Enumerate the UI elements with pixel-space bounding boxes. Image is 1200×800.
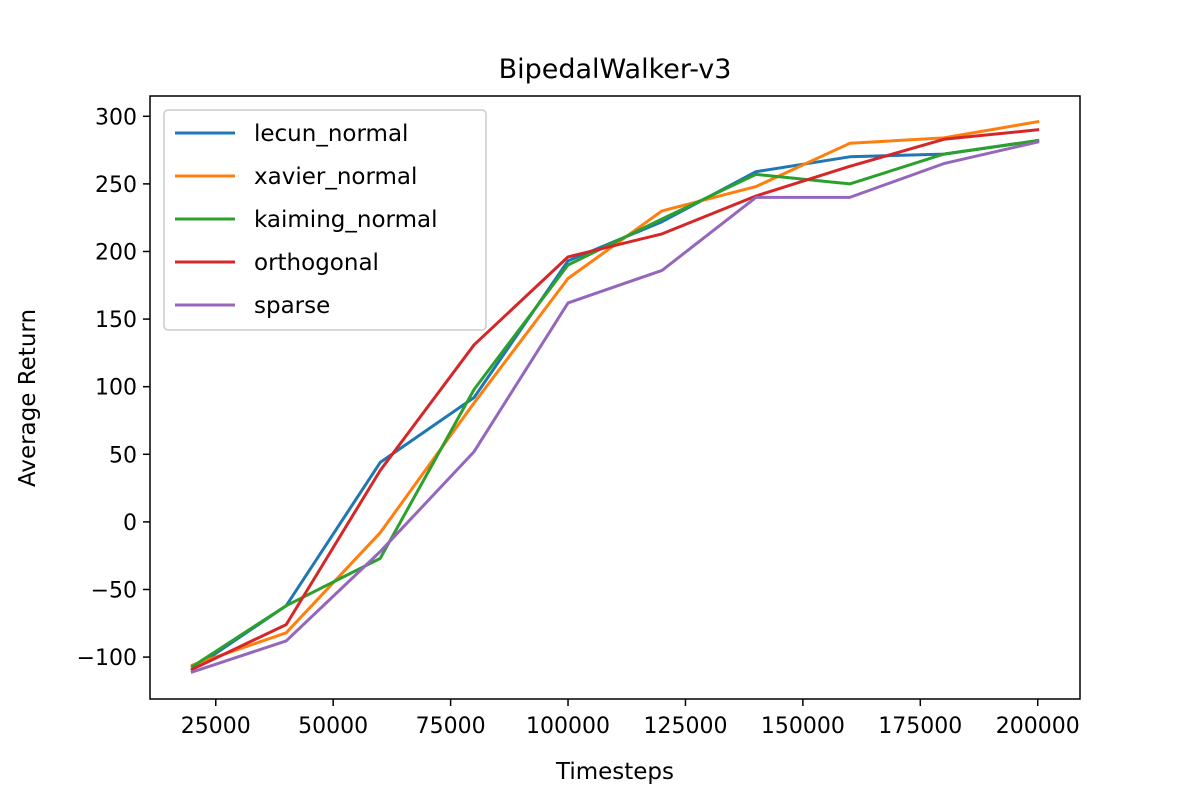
x-tick-label: 50000 <box>298 714 368 739</box>
y-tick-label: 50 <box>109 443 137 468</box>
x-tick-label: 100000 <box>526 714 610 739</box>
y-tick-label: 300 <box>95 105 137 130</box>
legend-label-xavier-normal: xavier_normal <box>254 164 417 190</box>
legend-frame <box>163 109 487 331</box>
legend: lecun_normal xavier_normal kaiming_normalo… <box>163 109 487 331</box>
y-tick-label: −50 <box>91 578 137 603</box>
x-tick-label: 25000 <box>181 714 251 739</box>
x-tick-label: 125000 <box>643 714 727 739</box>
series-line-sparse <box>190 140 1040 674</box>
x-tick-label: 75000 <box>416 714 486 739</box>
x-tick-label: 150000 <box>761 714 845 739</box>
series-line-orthogonal <box>190 128 1040 672</box>
y-tick-label: 150 <box>95 308 137 333</box>
y-tick-label: −100 <box>77 646 137 671</box>
y-tick-label: 250 <box>95 173 137 198</box>
legend-label-kaiming-normal: kaiming_normal <box>254 207 437 233</box>
legend-label-lecun-normal: lecun_normal <box>254 121 408 147</box>
x-axis-label: Timesteps <box>555 759 674 785</box>
y-axis-ticks: −100 −50 0 50 100 150 200 250 300 <box>77 105 150 671</box>
series-lines <box>190 119 1040 674</box>
y-tick-label: 200 <box>95 240 137 265</box>
x-axis-ticks: 25000 50000 75000 100000 125000 150000 175000 2… <box>181 699 1080 739</box>
y-tick-label: 0 <box>123 511 137 536</box>
legend-label-sparse: sparse <box>254 293 330 319</box>
x-tick-label: 175000 <box>878 714 962 739</box>
chart-title: BipedalWalker-v3 <box>499 54 732 85</box>
plot-frame <box>149 95 1081 700</box>
series-line-kaiming-normal <box>190 138 1040 669</box>
legend-label-orthogonal: orthogonal <box>254 250 379 276</box>
y-tick-label: 100 <box>95 376 137 401</box>
y-axis-label: Average Return <box>15 309 41 487</box>
x-tick-label: 200000 <box>996 714 1080 739</box>
